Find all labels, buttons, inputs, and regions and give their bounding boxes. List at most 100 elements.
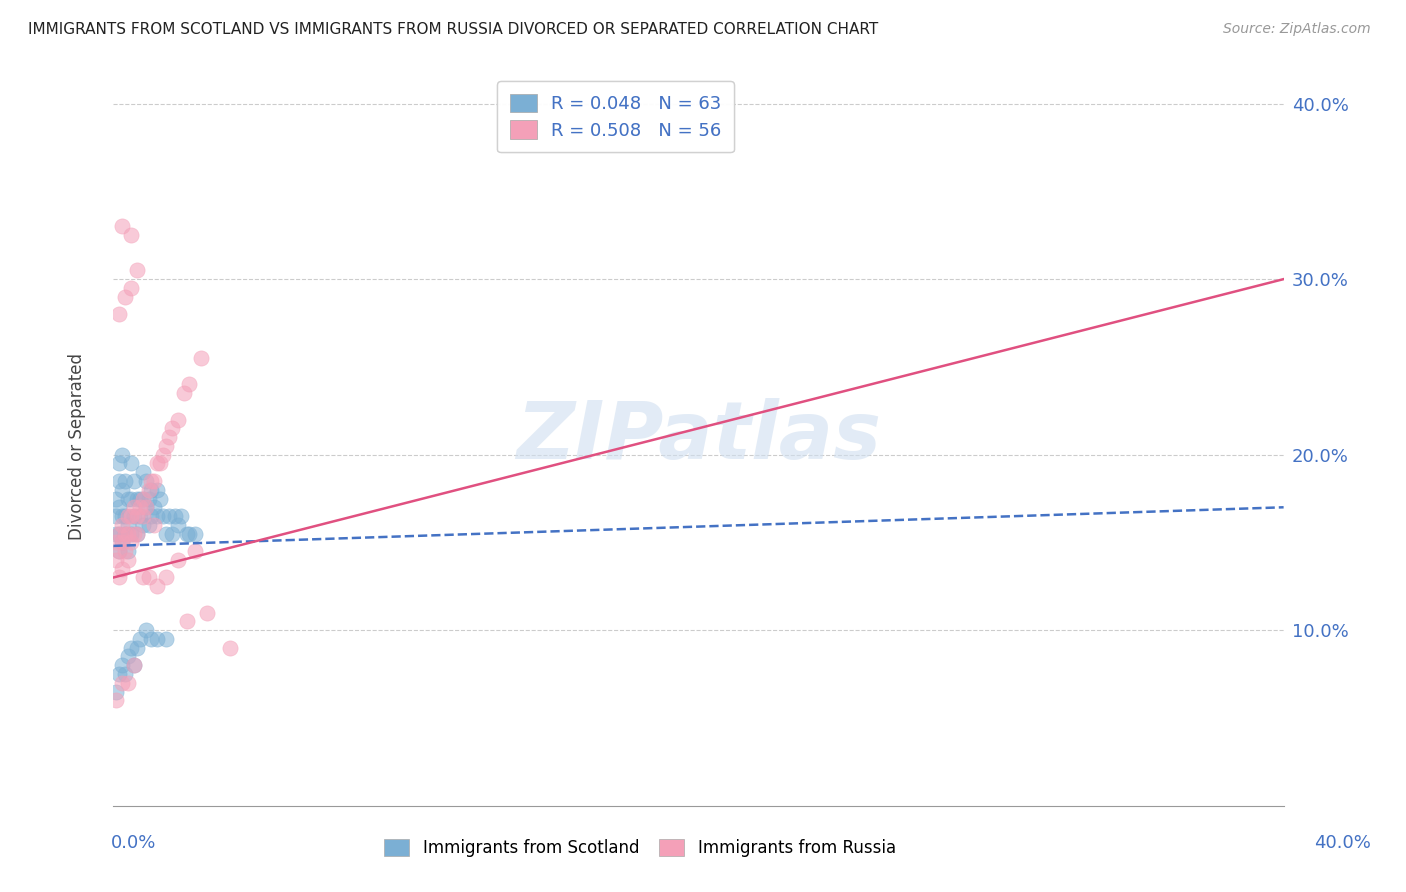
- Point: [108, 570, 131, 584]
- Point: [114, 544, 136, 558]
- Point: [179, 526, 201, 541]
- Point: [166, 553, 188, 567]
- Point: [170, 509, 193, 524]
- Text: IMMIGRANTS FROM SCOTLAND VS IMMIGRANTS FROM RUSSIA DIVORCED OR SEPARATED CORRELA: IMMIGRANTS FROM SCOTLAND VS IMMIGRANTS F…: [28, 22, 879, 37]
- Point: [157, 509, 180, 524]
- Point: [138, 517, 160, 532]
- Point: [125, 509, 148, 524]
- Point: [190, 351, 212, 365]
- Point: [108, 500, 131, 515]
- Point: [122, 500, 145, 515]
- Point: [166, 412, 188, 426]
- Point: [176, 615, 198, 629]
- Point: [131, 517, 153, 532]
- Legend: R = 0.048   N = 63, R = 0.508   N = 56: R = 0.048 N = 63, R = 0.508 N = 56: [496, 81, 734, 153]
- Point: [176, 526, 198, 541]
- Point: [157, 430, 180, 444]
- Point: [219, 640, 242, 655]
- Point: [111, 448, 134, 462]
- Point: [138, 570, 160, 584]
- Point: [184, 526, 207, 541]
- Point: [111, 509, 134, 524]
- Point: [114, 526, 136, 541]
- Point: [128, 509, 150, 524]
- Point: [111, 535, 134, 549]
- Point: [108, 307, 131, 321]
- Point: [105, 509, 128, 524]
- Point: [131, 491, 153, 506]
- Point: [141, 474, 163, 488]
- Point: [108, 667, 131, 681]
- Point: [114, 474, 136, 488]
- Text: ZIPatlas: ZIPatlas: [516, 398, 882, 476]
- Point: [105, 684, 128, 698]
- Point: [125, 263, 148, 277]
- Point: [141, 509, 163, 524]
- Text: Divorced or Separated: Divorced or Separated: [69, 352, 86, 540]
- Point: [105, 491, 128, 506]
- Point: [152, 448, 174, 462]
- Point: [122, 474, 145, 488]
- Point: [125, 526, 148, 541]
- Point: [131, 570, 153, 584]
- Point: [117, 544, 139, 558]
- Point: [105, 553, 128, 567]
- Point: [117, 675, 139, 690]
- Point: [131, 465, 153, 479]
- Point: [143, 517, 166, 532]
- Point: [117, 526, 139, 541]
- Point: [117, 517, 139, 532]
- Point: [131, 509, 153, 524]
- Point: [155, 570, 177, 584]
- Point: [146, 509, 169, 524]
- Point: [184, 544, 207, 558]
- Point: [120, 535, 142, 549]
- Point: [143, 500, 166, 515]
- Point: [149, 457, 172, 471]
- Point: [149, 491, 172, 506]
- Text: 0.0%: 0.0%: [111, 834, 156, 852]
- Point: [125, 526, 148, 541]
- Point: [125, 640, 148, 655]
- Point: [163, 509, 186, 524]
- Point: [105, 535, 128, 549]
- Point: [141, 483, 163, 497]
- Point: [135, 623, 157, 637]
- Point: [117, 553, 139, 567]
- Text: 40.0%: 40.0%: [1315, 834, 1371, 852]
- Point: [146, 632, 169, 646]
- Point: [160, 421, 183, 435]
- Point: [111, 675, 134, 690]
- Point: [108, 544, 131, 558]
- Point: [114, 667, 136, 681]
- Point: [128, 500, 150, 515]
- Point: [135, 474, 157, 488]
- Point: [108, 457, 131, 471]
- Point: [111, 219, 134, 234]
- Point: [173, 386, 195, 401]
- Point: [108, 544, 131, 558]
- Point: [105, 526, 128, 541]
- Point: [138, 483, 160, 497]
- Point: [120, 509, 142, 524]
- Point: [138, 491, 160, 506]
- Point: [128, 491, 150, 506]
- Point: [155, 526, 177, 541]
- Point: [131, 491, 153, 506]
- Point: [108, 474, 131, 488]
- Point: [120, 640, 142, 655]
- Point: [125, 491, 148, 506]
- Point: [117, 649, 139, 664]
- Point: [114, 526, 136, 541]
- Point: [146, 579, 169, 593]
- Point: [146, 483, 169, 497]
- Point: [143, 474, 166, 488]
- Point: [122, 658, 145, 673]
- Point: [120, 281, 142, 295]
- Point: [141, 632, 163, 646]
- Point: [179, 377, 201, 392]
- Point: [105, 693, 128, 707]
- Point: [111, 562, 134, 576]
- Point: [111, 535, 134, 549]
- Point: [108, 526, 131, 541]
